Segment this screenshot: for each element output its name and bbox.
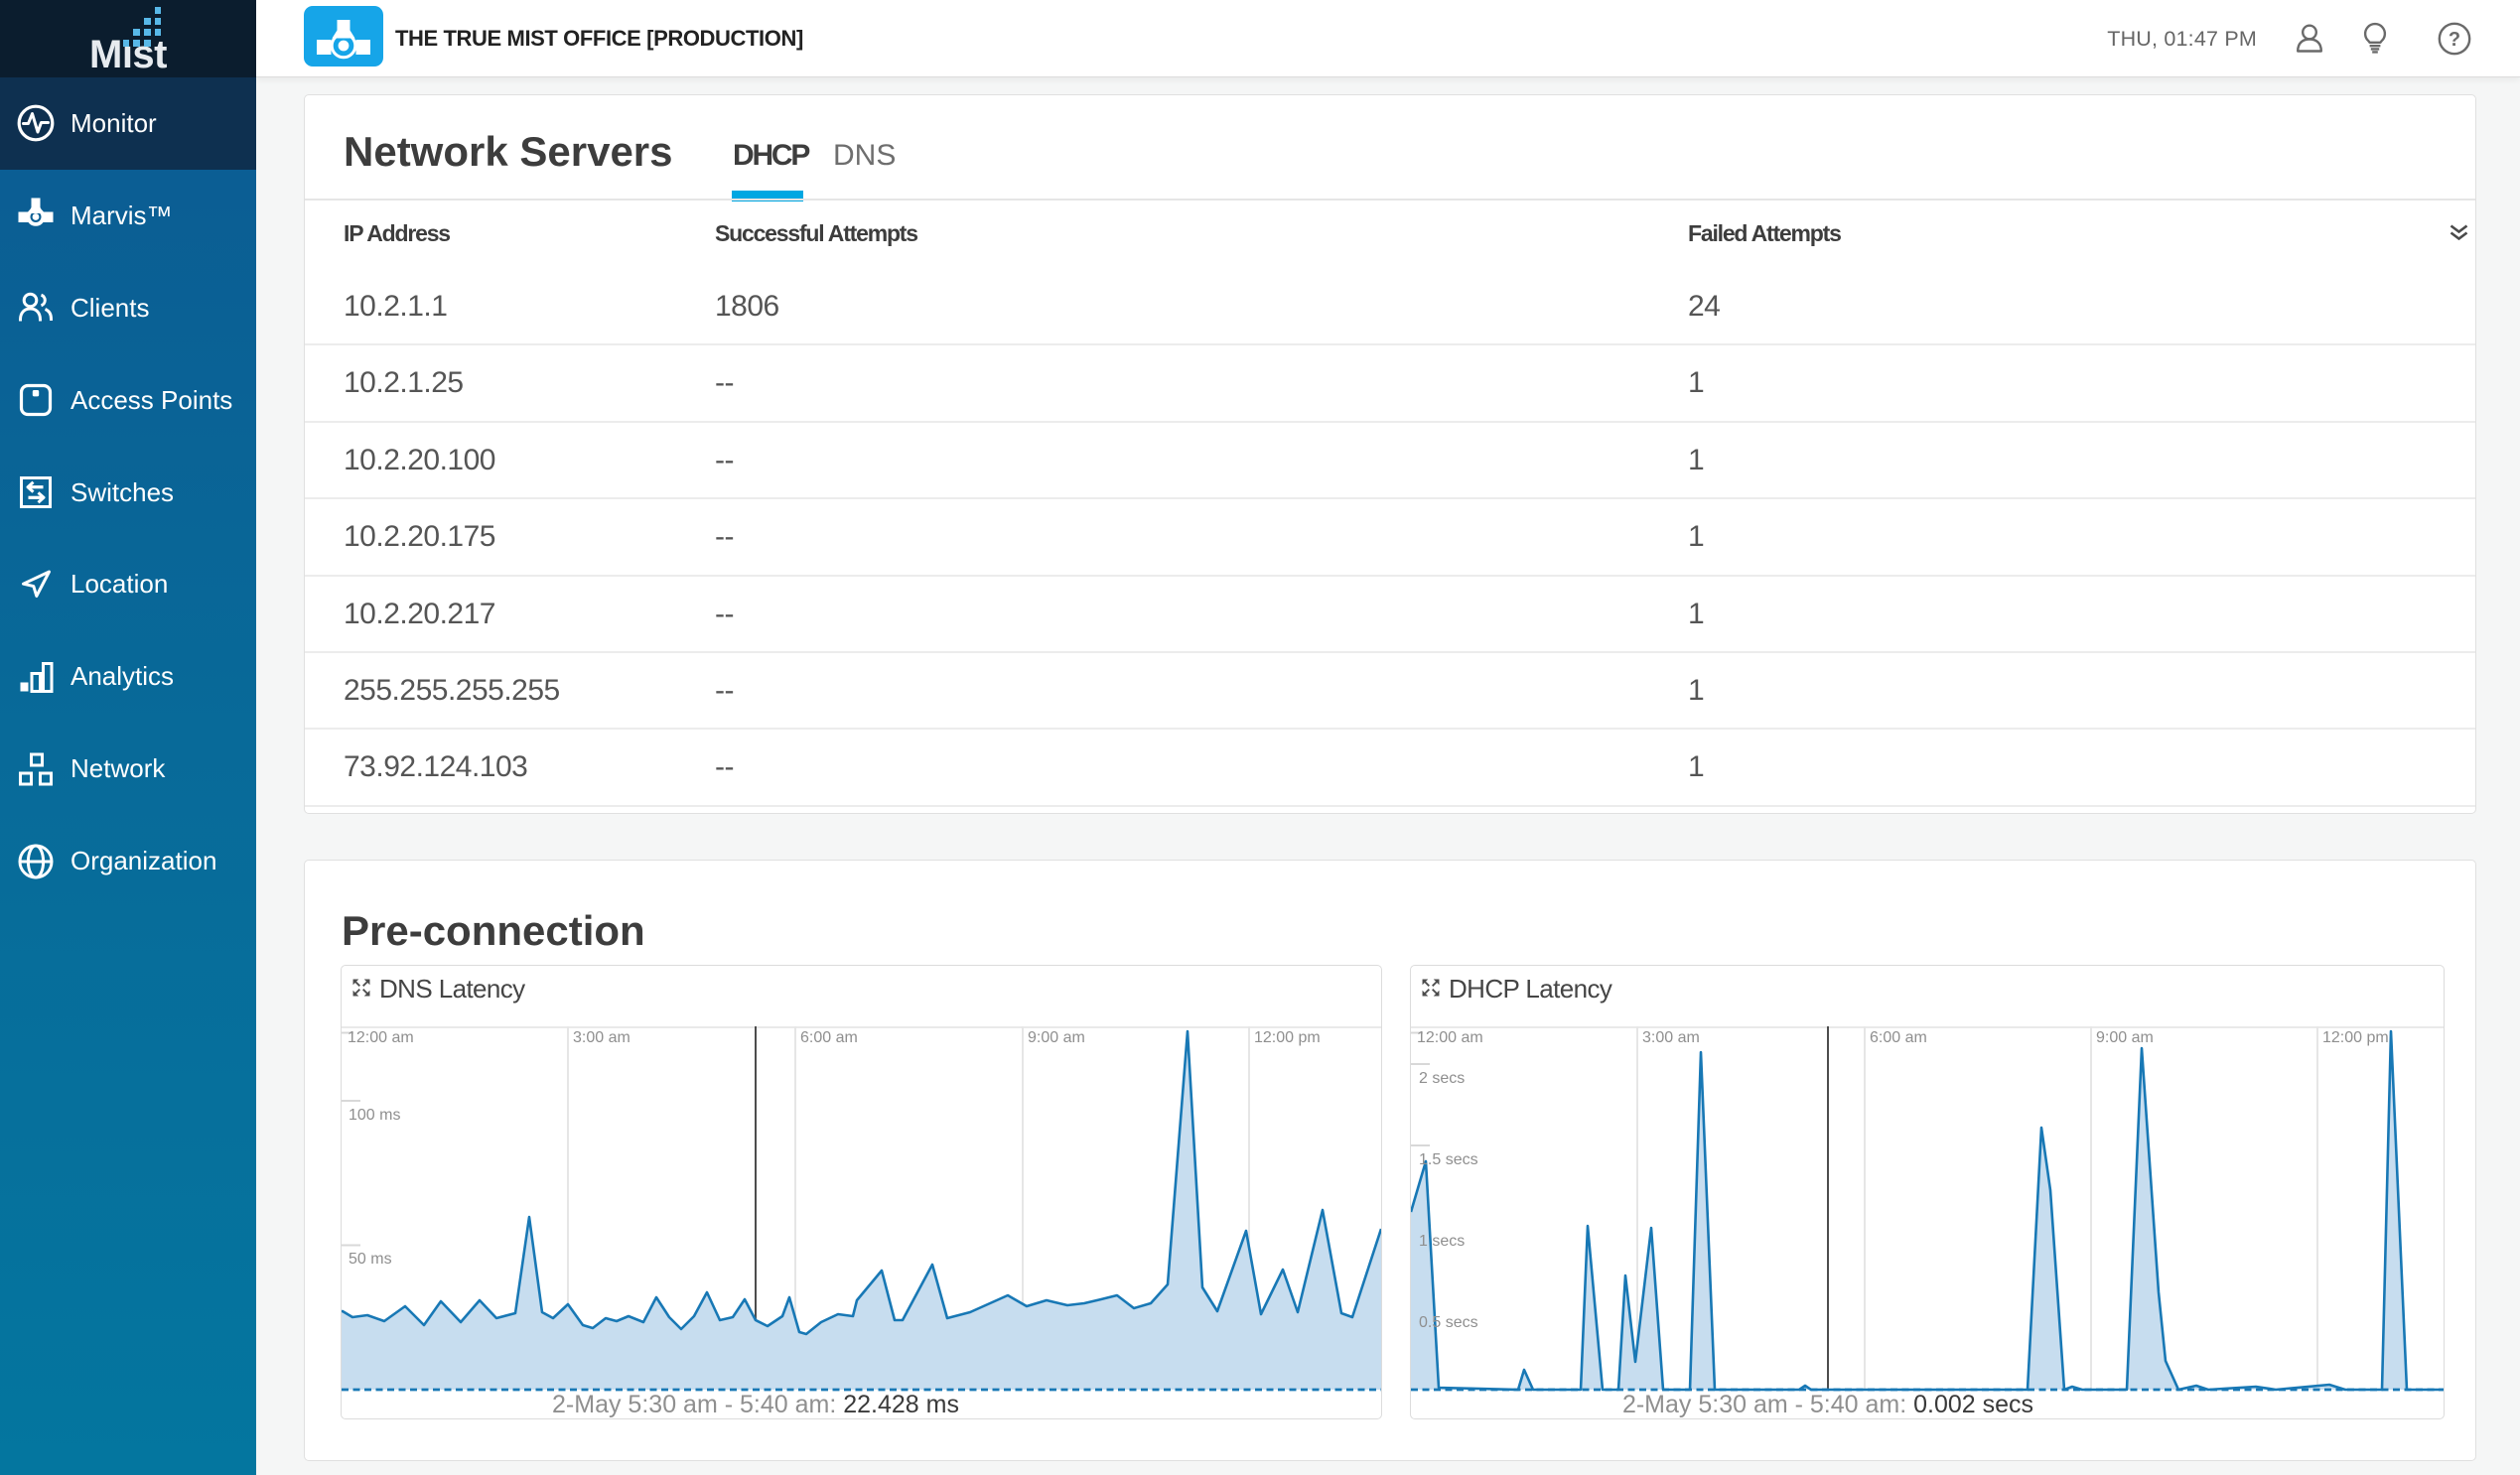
svg-text:?: ? [2449,29,2460,51]
